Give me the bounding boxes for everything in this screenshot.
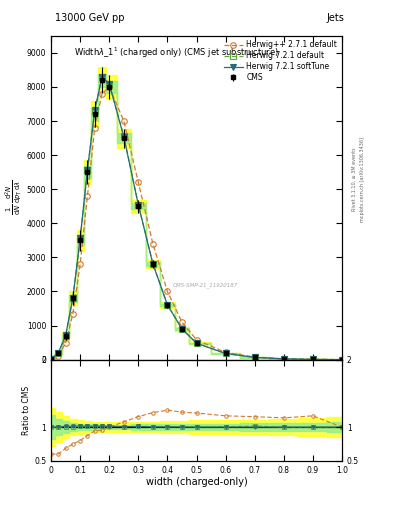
Text: mcplots.cern.ch [arXiv:1306.3436]: mcplots.cern.ch [arXiv:1306.3436] [360, 137, 365, 222]
Herwig++ 2.7.1 default [121, 118, 126, 124]
Text: Rivet 3.1.10, ≥ 3M events: Rivet 3.1.10, ≥ 3M events [352, 147, 357, 211]
Herwig 7.2.1 softTune [92, 108, 97, 114]
Herwig 7.2.1 default [252, 354, 257, 360]
Herwig 7.2.1 default [180, 326, 184, 332]
Herwig 7.2.1 softTune [340, 356, 344, 362]
Herwig++ 2.7.1 default [78, 261, 83, 267]
Herwig 7.2.1 softTune [85, 167, 90, 173]
Herwig++ 2.7.1 default [151, 241, 155, 247]
Herwig 7.2.1 default [63, 333, 68, 339]
Herwig 7.2.1 softTune [252, 354, 257, 360]
Herwig++ 2.7.1 default [63, 340, 68, 346]
Herwig++ 2.7.1 default [107, 84, 112, 90]
Herwig 7.2.1 softTune [63, 332, 68, 338]
Herwig 7.2.1 softTune [136, 202, 141, 208]
Herwig 7.2.1 softTune [281, 356, 286, 362]
Herwig++ 2.7.1 default [223, 349, 228, 355]
Herwig 7.2.1 default [107, 80, 112, 87]
Herwig 7.2.1 default [310, 356, 315, 362]
Herwig 7.2.1 softTune [71, 294, 75, 301]
Herwig 7.2.1 default [165, 302, 170, 308]
Herwig 7.2.1 default [78, 236, 83, 242]
Herwig++ 2.7.1 default [100, 91, 105, 97]
Herwig 7.2.1 softTune [100, 74, 105, 80]
Line: Herwig 7.2.1 default: Herwig 7.2.1 default [48, 74, 345, 362]
Herwig 7.2.1 default [121, 133, 126, 139]
Herwig++ 2.7.1 default [92, 125, 97, 131]
Y-axis label: Ratio to CMS: Ratio to CMS [22, 386, 31, 435]
Herwig++ 2.7.1 default [180, 319, 184, 325]
Herwig++ 2.7.1 default [194, 337, 199, 343]
Herwig 7.2.1 default [92, 108, 97, 114]
Herwig++ 2.7.1 default [49, 356, 53, 362]
Herwig 7.2.1 default [281, 356, 286, 362]
Herwig 7.2.1 softTune [121, 134, 126, 140]
Herwig 7.2.1 default [136, 202, 141, 208]
Legend: Herwig++ 2.7.1 default, Herwig 7.2.1 default, Herwig 7.2.1 softTune, CMS: Herwig++ 2.7.1 default, Herwig 7.2.1 def… [221, 38, 340, 84]
Herwig 7.2.1 softTune [49, 356, 53, 362]
Herwig 7.2.1 softTune [310, 356, 315, 362]
Herwig 7.2.1 default [85, 167, 90, 174]
Herwig 7.2.1 softTune [56, 350, 61, 356]
Text: Jets: Jets [326, 13, 344, 23]
Herwig++ 2.7.1 default [136, 179, 141, 185]
Herwig++ 2.7.1 default [85, 193, 90, 199]
Herwig++ 2.7.1 default [165, 288, 170, 294]
Herwig 7.2.1 softTune [78, 235, 83, 241]
Herwig 7.2.1 default [56, 350, 61, 356]
Text: 13000 GeV pp: 13000 GeV pp [55, 13, 125, 23]
Herwig 7.2.1 default [223, 350, 228, 356]
Herwig 7.2.1 default [49, 356, 53, 362]
Text: CMS-SMP-21_11920187: CMS-SMP-21_11920187 [173, 283, 239, 288]
Herwig 7.2.1 softTune [180, 326, 184, 332]
Herwig++ 2.7.1 default [252, 354, 257, 360]
Herwig++ 2.7.1 default [71, 311, 75, 317]
Text: Width$\lambda$_1$^1$ (charged only) (CMS jet substructure): Width$\lambda$_1$^1$ (charged only) (CMS… [74, 46, 279, 60]
Herwig++ 2.7.1 default [310, 356, 315, 362]
X-axis label: width (charged-only): width (charged-only) [146, 477, 247, 487]
Herwig 7.2.1 default [340, 356, 344, 362]
Herwig 7.2.1 softTune [165, 302, 170, 308]
Line: Herwig++ 2.7.1 default: Herwig++ 2.7.1 default [48, 84, 345, 362]
Herwig 7.2.1 softTune [194, 340, 199, 346]
Herwig 7.2.1 softTune [151, 261, 155, 267]
Herwig++ 2.7.1 default [56, 352, 61, 358]
Herwig++ 2.7.1 default [340, 356, 344, 362]
Herwig 7.2.1 default [100, 74, 105, 80]
Line: Herwig 7.2.1 softTune: Herwig 7.2.1 softTune [48, 74, 345, 362]
Herwig 7.2.1 softTune [107, 81, 112, 87]
Herwig 7.2.1 default [71, 295, 75, 302]
Herwig 7.2.1 softTune [223, 350, 228, 356]
Herwig 7.2.1 default [151, 261, 155, 267]
Y-axis label: $\frac{1}{\mathrm{d}N}\,\frac{\mathrm{d}^2 N}{\mathrm{d}p_{\mathrm{T}}\,\mathrm{: $\frac{1}{\mathrm{d}N}\,\frac{\mathrm{d}… [3, 180, 24, 216]
Herwig++ 2.7.1 default [281, 356, 286, 362]
Herwig 7.2.1 default [194, 340, 199, 346]
